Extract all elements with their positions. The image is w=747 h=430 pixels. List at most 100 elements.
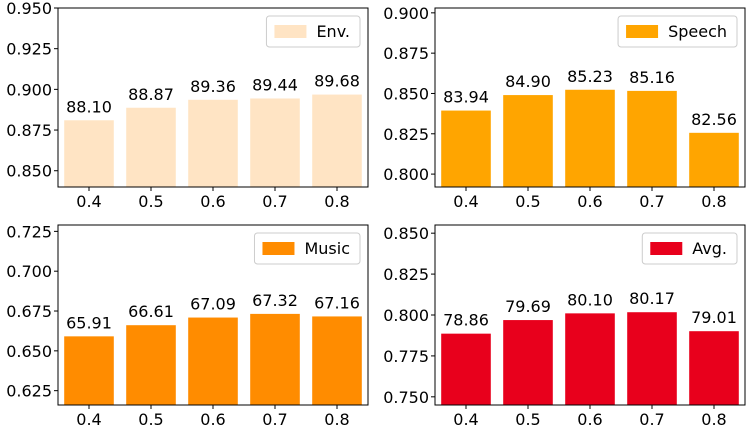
music-xtick-label-4: 0.8 [324,410,349,429]
avg-axes-frame [434,224,746,406]
speech-ytick-label-3: 0.875 [383,44,429,63]
env-data-label-0: 88.10 [66,97,112,116]
env-legend: Env. [265,15,361,48]
speech-axes-frame [434,7,746,188]
env-bar-3 [250,98,300,187]
speech-bar-1 [503,95,553,187]
env-ytick-label-4: 0.950 [6,0,52,18]
speech-xtick-label-3: 0.7 [639,192,664,211]
music-legend-box [253,232,361,265]
speech-data-label-1: 84.90 [505,72,551,91]
speech-legend-box [617,15,738,48]
avg-xtick-label-3: 0.7 [639,410,664,429]
avg-data-label-2: 80.10 [567,290,613,309]
env-axes-frame [57,7,369,188]
env-xtick-label-4: 0.8 [324,192,349,211]
speech-bar-4 [689,132,739,187]
env-data-label-4: 89.68 [314,72,360,91]
music-ytick-label-3: 0.700 [6,262,52,281]
music-bar-2 [188,317,238,405]
music-bar-4 [312,316,362,405]
env-legend-box [265,15,361,48]
speech-ytick-label-1: 0.825 [383,125,429,144]
speech-legend-swatch [626,25,659,38]
speech-ytick-label-0: 0.800 [383,165,429,184]
speech-xtick-label-4: 0.8 [701,192,726,211]
env-bar-0 [64,120,114,187]
avg-data-label-4: 79.01 [691,308,737,327]
env-xtick-label-1: 0.5 [138,192,163,211]
avg-data-label-3: 80.17 [629,289,675,308]
env-ytick-label-0: 0.850 [6,162,52,181]
env-data-label-2: 89.36 [190,77,236,96]
env-bar-4 [312,94,362,187]
music-data-label-0: 65.91 [66,313,112,332]
avg-legend-swatch [650,242,683,255]
speech-ytick-label-4: 0.900 [383,4,429,23]
panel-music: 65.91 0.4 66.61 0.5 67.09 0.6 67.32 0.7 67.16 0.8… [6,222,369,429]
avg-ytick-label-4: 0.850 [383,224,429,243]
music-ytick-label-0: 0.625 [6,382,52,401]
avg-xtick-label-1: 0.5 [515,410,540,429]
music-xtick-label-1: 0.5 [138,410,163,429]
speech-data-label-2: 85.23 [567,67,613,86]
speech-bar-2 [565,89,615,187]
avg-xtick-label-0: 0.4 [453,410,478,429]
music-bar-0 [64,336,114,405]
env-xtick-label-3: 0.7 [262,192,287,211]
avg-ytick-label-0: 0.750 [383,388,429,407]
avg-data-label-0: 78.86 [443,311,489,330]
env-ytick-label-1: 0.875 [6,121,52,140]
avg-ytick-label-1: 0.775 [383,347,429,366]
speech-bar-3 [627,90,677,187]
env-legend-label: Env. [316,22,350,41]
music-xtick-label-0: 0.4 [76,410,101,429]
avg-bar-1 [503,320,553,405]
env-legend-swatch [274,25,307,38]
music-legend: Music [253,232,361,265]
panel-avg: 78.86 0.4 79.69 0.5 80.10 0.6 80.17 0.7 79.01 0.8… [383,224,746,429]
music-ytick-label-4: 0.725 [6,222,52,241]
panel-env: 88.10 0.4 88.87 0.5 89.36 0.6 89.44 0.7 89.68 0.8… [6,0,369,211]
avg-xtick-label-2: 0.6 [577,410,602,429]
env-ytick-label-3: 0.925 [6,40,52,59]
music-bar-1 [126,325,176,405]
avg-bar-0 [441,333,491,405]
music-legend-swatch [262,242,295,255]
avg-legend-box [641,232,738,265]
panel-speech: 83.94 0.4 84.90 0.5 85.23 0.6 85.16 0.7 82.56 0.8… [383,4,746,211]
music-data-label-4: 67.16 [314,293,360,312]
music-data-label-1: 66.61 [128,302,174,321]
avg-legend: Avg. [641,232,738,265]
env-xtick-label-2: 0.6 [200,192,225,211]
avg-xtick-label-4: 0.8 [701,410,726,429]
speech-legend: Speech [617,15,738,48]
avg-data-label-1: 79.69 [505,297,551,316]
env-ytick-label-2: 0.900 [6,80,52,99]
avg-bar-2 [565,313,615,405]
env-data-label-3: 89.44 [252,75,298,94]
speech-data-label-0: 83.94 [443,88,489,107]
avg-ytick-label-2: 0.800 [383,306,429,325]
music-xtick-label-2: 0.6 [200,410,225,429]
speech-data-label-4: 82.56 [691,110,737,129]
music-xtick-label-3: 0.7 [262,410,287,429]
avg-ytick-label-3: 0.825 [383,265,429,284]
music-ytick-label-2: 0.675 [6,302,52,321]
avg-bar-4 [689,331,739,405]
speech-bar-0 [441,110,491,187]
env-data-label-1: 88.87 [128,85,174,104]
speech-xtick-label-0: 0.4 [453,192,478,211]
speech-data-label-3: 85.16 [629,68,675,87]
music-data-label-2: 67.09 [190,295,236,314]
speech-xtick-label-1: 0.5 [515,192,540,211]
env-bar-2 [188,99,238,187]
speech-legend-label: Speech [668,22,727,41]
env-bar-1 [126,107,176,187]
speech-xtick-label-2: 0.6 [577,192,602,211]
music-axes-frame [57,224,369,406]
avg-legend-label: Avg. [692,239,727,258]
speech-ytick-label-2: 0.850 [383,84,429,103]
music-legend-label: Music [304,239,350,258]
